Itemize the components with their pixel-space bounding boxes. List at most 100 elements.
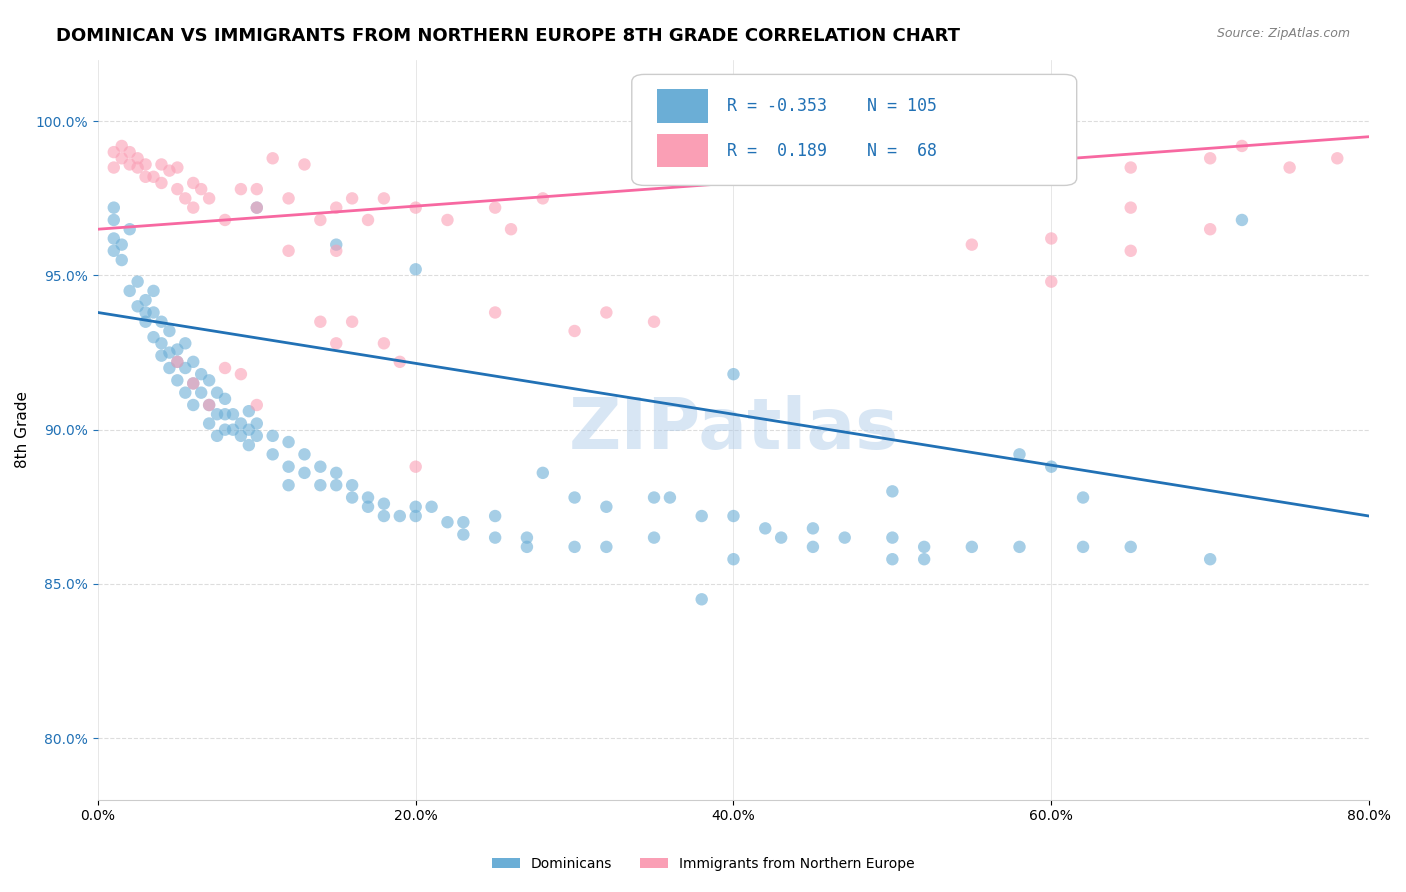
Point [690, 592, 713, 607]
Point [229, 417, 252, 431]
Point [214, 361, 236, 376]
Point [912, 552, 935, 566]
Point [912, 139, 935, 153]
Point [127, 275, 149, 289]
Point [277, 191, 299, 205]
Point [127, 299, 149, 313]
Point [373, 191, 395, 205]
Point [214, 407, 236, 421]
Point [801, 540, 824, 554]
Point [198, 373, 221, 387]
Point [157, 324, 180, 338]
Point [166, 373, 188, 387]
Point [181, 376, 204, 391]
Point [111, 237, 134, 252]
Point [214, 392, 236, 406]
Point [516, 540, 538, 554]
Point [484, 531, 506, 545]
Point [373, 497, 395, 511]
Point [277, 435, 299, 450]
Point [643, 161, 665, 175]
Point [198, 417, 221, 431]
Point [174, 336, 197, 351]
Point [595, 305, 617, 319]
Point [564, 324, 586, 338]
Point [1071, 540, 1094, 554]
Point [373, 823, 395, 838]
Point [882, 151, 904, 165]
Point [340, 315, 363, 329]
FancyBboxPatch shape [657, 134, 709, 167]
Point [142, 284, 165, 298]
Point [723, 169, 745, 184]
Point [135, 293, 157, 307]
Point [595, 540, 617, 554]
Point [834, 531, 856, 545]
Point [198, 191, 221, 205]
Point [157, 345, 180, 359]
Point [325, 237, 347, 252]
Point [294, 157, 316, 171]
Point [388, 509, 411, 524]
Point [912, 540, 935, 554]
Point [690, 509, 713, 524]
Point [135, 315, 157, 329]
Point [405, 262, 427, 277]
Point [246, 429, 269, 443]
Point [564, 491, 586, 505]
Point [325, 336, 347, 351]
Point [801, 521, 824, 535]
Point [166, 355, 188, 369]
Point [118, 157, 141, 171]
Point [405, 509, 427, 524]
Point [723, 552, 745, 566]
Point [103, 244, 125, 258]
Point [262, 447, 284, 461]
Point [174, 385, 197, 400]
Point [325, 478, 347, 492]
Point [246, 182, 269, 196]
Point [643, 491, 665, 505]
Point [1040, 459, 1063, 474]
Point [111, 139, 134, 153]
Point [754, 521, 776, 535]
Point [150, 315, 173, 329]
Point [531, 466, 554, 480]
Text: R = -0.353    N = 105: R = -0.353 N = 105 [727, 97, 938, 115]
Point [595, 500, 617, 514]
Point [357, 213, 380, 227]
Point [214, 213, 236, 227]
Point [246, 417, 269, 431]
Point [1008, 447, 1031, 461]
Point [1040, 275, 1063, 289]
Point [405, 500, 427, 514]
Point [1199, 222, 1222, 236]
Point [103, 161, 125, 175]
Point [340, 491, 363, 505]
Point [357, 491, 380, 505]
Point [111, 151, 134, 165]
Point [111, 253, 134, 268]
Point [205, 385, 228, 400]
Point [166, 161, 188, 175]
Point [770, 531, 793, 545]
Point [531, 191, 554, 205]
Point [1040, 231, 1063, 245]
Point [325, 466, 347, 480]
Point [373, 509, 395, 524]
Point [309, 213, 332, 227]
Point [166, 355, 188, 369]
Point [882, 552, 904, 566]
Point [181, 355, 204, 369]
Point [325, 244, 347, 258]
Point [222, 407, 245, 421]
Point [181, 398, 204, 412]
Point [181, 376, 204, 391]
Point [142, 305, 165, 319]
Y-axis label: 8th Grade: 8th Grade [15, 392, 30, 468]
Point [181, 201, 204, 215]
Point [118, 222, 141, 236]
Point [127, 151, 149, 165]
Point [229, 367, 252, 381]
Point [1119, 161, 1142, 175]
